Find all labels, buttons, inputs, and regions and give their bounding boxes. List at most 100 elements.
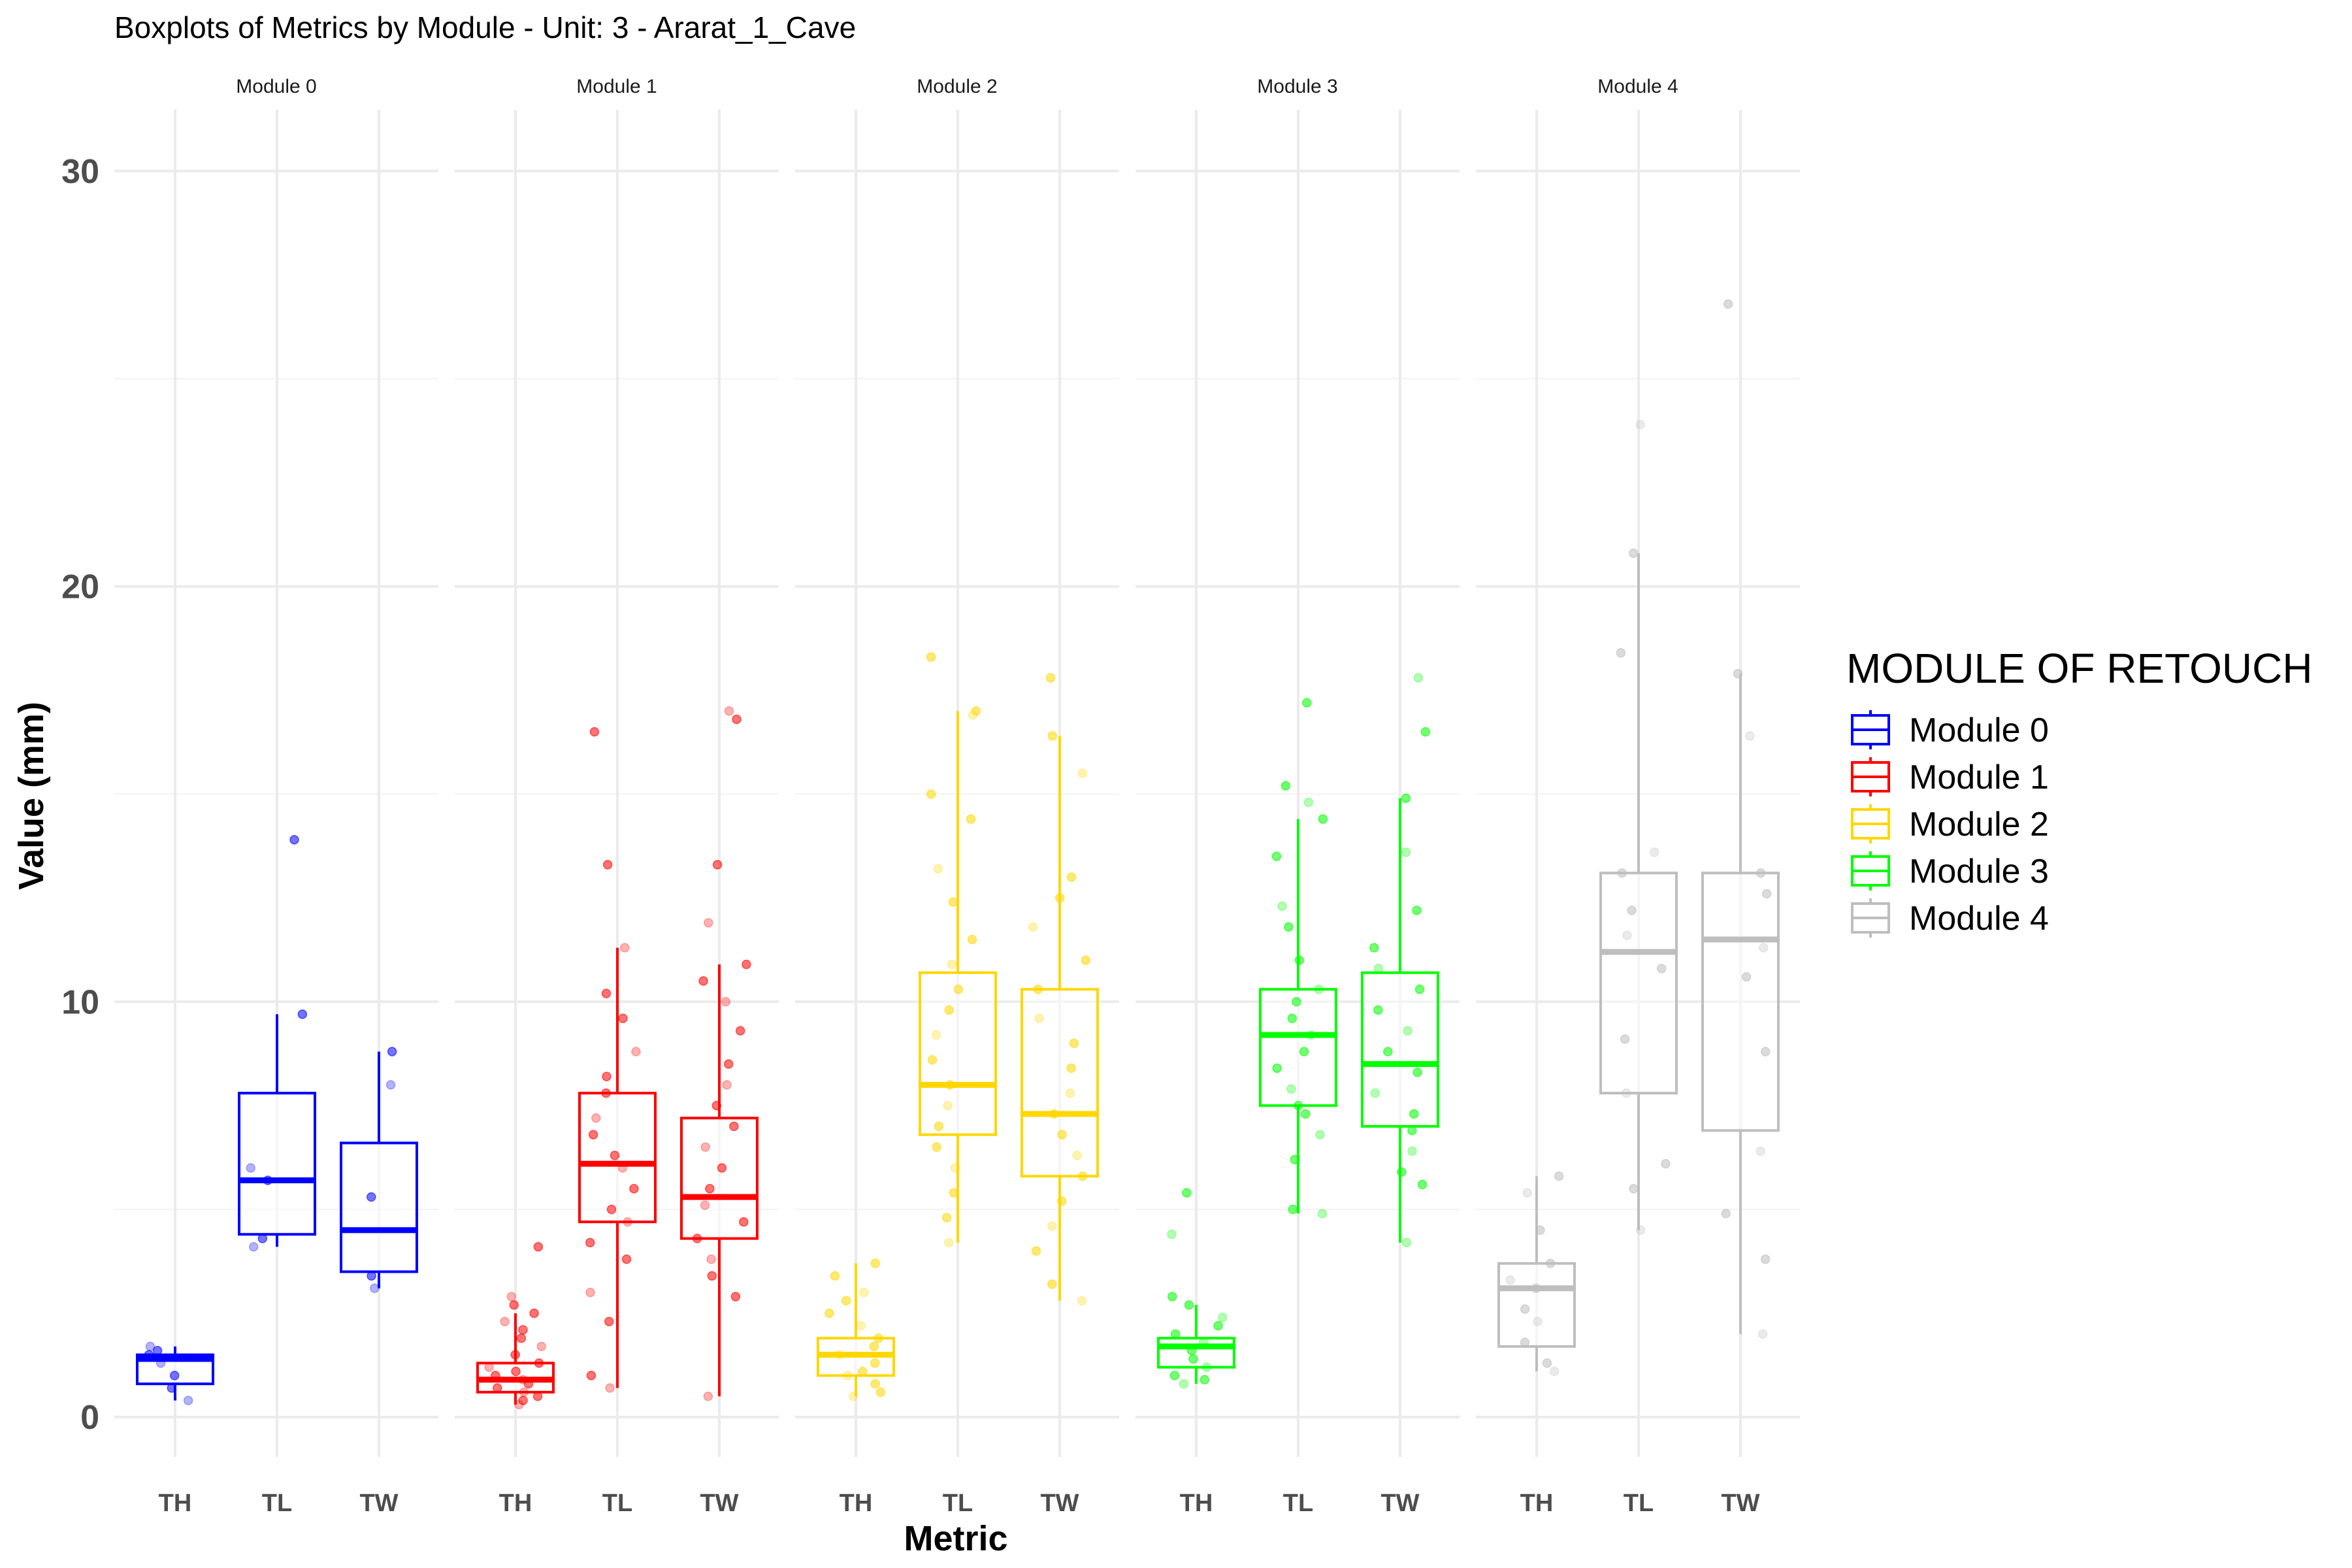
data-point: [1047, 731, 1058, 741]
data-point: [1281, 781, 1291, 791]
data-point: [1721, 1209, 1731, 1218]
data-point: [1049, 1109, 1059, 1119]
data-point: [1302, 698, 1312, 708]
y-tick-label: 0: [80, 1399, 99, 1437]
data-point: [585, 1237, 595, 1248]
data-point: [1542, 1358, 1552, 1368]
boxplot: [1259, 819, 1337, 1214]
boxplot: [680, 964, 759, 1397]
data-point: [948, 897, 958, 907]
legend-title: MODULE OF RETOUCH: [1846, 645, 2313, 692]
data-point: [717, 1163, 727, 1173]
data-point: [1635, 419, 1645, 429]
data-point: [1407, 1146, 1417, 1156]
data-point: [943, 1100, 953, 1111]
data-point: [1056, 1196, 1067, 1206]
data-point: [721, 997, 731, 1007]
data-point: [610, 1151, 620, 1160]
data-point: [1299, 1047, 1309, 1056]
data-point: [1622, 930, 1632, 940]
x-tick-label: TH: [1520, 1490, 1554, 1517]
x-tick-label: TL: [262, 1490, 292, 1517]
data-point: [967, 934, 977, 945]
data-point: [875, 1387, 886, 1397]
data-point: [971, 706, 981, 716]
data-point: [604, 1316, 614, 1327]
data-point: [1077, 768, 1088, 778]
data-point: [703, 1391, 713, 1401]
data-point: [536, 1341, 546, 1352]
axis-layer: Boxplots of Metrics by Module - Unit: 3 …: [12, 10, 1760, 1558]
data-point: [1288, 1204, 1298, 1215]
data-point: [724, 706, 734, 716]
data-point: [1554, 1171, 1564, 1181]
data-point: [1198, 1337, 1209, 1347]
panel-strip-label: Module 0: [236, 76, 316, 97]
data-point: [533, 1242, 544, 1252]
data-point: [1505, 1275, 1515, 1285]
data-point: [1284, 922, 1294, 932]
boxplot: [1599, 553, 1678, 1230]
box: [1157, 1337, 1235, 1369]
data-point: [534, 1358, 544, 1368]
data-point: [1407, 1126, 1417, 1135]
data-point: [943, 1237, 954, 1248]
data-point: [1733, 668, 1743, 679]
data-point: [1057, 1130, 1067, 1139]
data-point: [1413, 673, 1424, 683]
boxplot: [340, 1051, 418, 1288]
data-point: [1535, 1225, 1545, 1235]
x-axis-title: Metric: [904, 1519, 1007, 1558]
data-point: [1201, 1362, 1212, 1372]
data-point: [606, 1204, 617, 1215]
data-point: [1277, 901, 1287, 911]
data-point: [698, 976, 708, 986]
data-point: [941, 1213, 952, 1223]
y-tick-label: 20: [61, 568, 99, 606]
data-point: [1033, 984, 1043, 994]
data-point: [1186, 1346, 1197, 1356]
data-point: [1047, 1279, 1057, 1289]
x-tick-label: TH: [1180, 1490, 1213, 1517]
data-point: [944, 1005, 954, 1015]
boxplot: [1021, 736, 1099, 1301]
data-point: [1294, 955, 1305, 965]
data-point: [1396, 1167, 1407, 1177]
data-point: [1369, 943, 1379, 953]
data-point: [1045, 673, 1056, 683]
boxplot: [578, 947, 657, 1388]
data-point: [1620, 1034, 1630, 1044]
data-point: [1760, 1254, 1771, 1264]
data-point: [518, 1375, 528, 1385]
data-point: [858, 1366, 868, 1377]
y-tick-label: 30: [61, 153, 99, 191]
data-point: [704, 918, 713, 928]
panel-strip-label: Module 4: [1597, 76, 1678, 97]
data-point: [1069, 1038, 1079, 1049]
data-point: [705, 1184, 715, 1194]
data-point: [591, 1113, 601, 1123]
box: [919, 971, 997, 1136]
data-point: [1271, 851, 1282, 862]
data-point: [516, 1333, 527, 1343]
data-point: [934, 1121, 944, 1132]
data-point: [523, 1379, 534, 1389]
data-point: [1066, 872, 1077, 882]
boxplot: [1361, 798, 1439, 1243]
data-point: [1403, 1026, 1413, 1036]
data-point: [1286, 1084, 1296, 1094]
data-point: [1290, 1154, 1300, 1165]
data-point: [869, 1341, 879, 1352]
data-point: [145, 1341, 155, 1352]
boxplot: [1701, 674, 1780, 1334]
data-point: [1756, 1146, 1766, 1156]
data-point: [1409, 1109, 1419, 1119]
panel: [136, 835, 418, 1405]
data-point: [722, 1080, 732, 1090]
data-point: [1522, 1188, 1532, 1198]
x-tick-label: TH: [499, 1490, 532, 1517]
data-point: [1661, 1158, 1671, 1169]
data-point: [586, 1371, 596, 1380]
data-point: [1318, 814, 1328, 824]
data-point: [1745, 731, 1755, 741]
